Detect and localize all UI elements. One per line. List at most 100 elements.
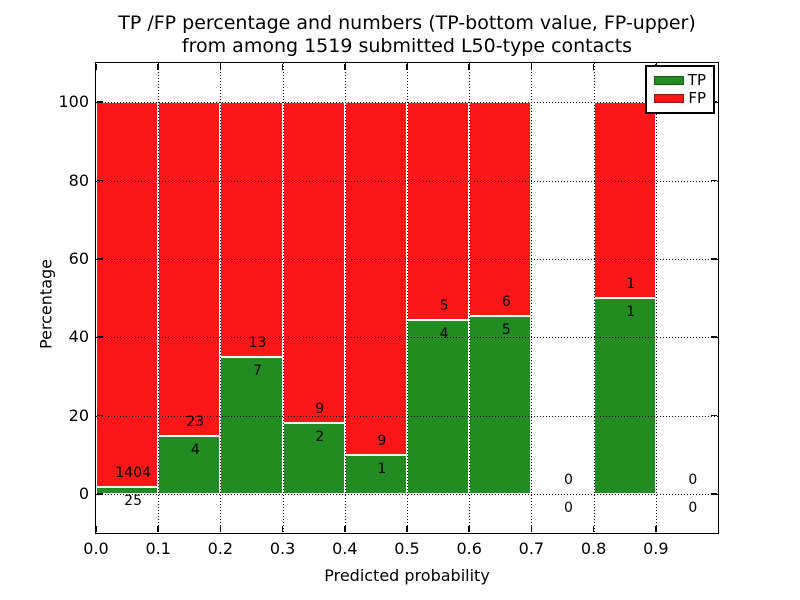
bar-fp-0.6-0.7	[469, 102, 532, 316]
y-tick-left-0	[97, 493, 103, 495]
x-tick-top-0.8	[592, 64, 595, 70]
x-tick-bottom-0.0	[95, 526, 97, 532]
bar-fp-0.1-0.2	[158, 102, 221, 436]
gridline-y-60	[96, 258, 718, 260]
y-tick-right-80	[711, 179, 717, 182]
chart-title-line2: from among 1519 submitted L50-type conta…	[181, 35, 633, 57]
y-tick-left-20	[97, 414, 103, 417]
gridline-x-0.8	[593, 63, 595, 533]
x-tick-top-0.5	[406, 64, 408, 70]
gridline-y-0	[96, 493, 718, 495]
bar-tp-0.8-0.9	[593, 298, 656, 494]
chart-title-line1: TP /FP percentage and numbers (TP-bottom…	[118, 12, 696, 34]
y-tick-right-60	[711, 258, 717, 260]
x-tick-top-0.7	[530, 64, 533, 70]
legend-item-tp: TP	[654, 70, 706, 89]
x-tick-bottom-0.8	[592, 526, 595, 532]
bar-tp-0.6-0.7	[469, 315, 532, 494]
x-tick-label-0.6: 0.6	[456, 539, 482, 558]
gridline-y-80	[96, 180, 718, 182]
bar-label-tp-0.4-0.5: 1	[377, 460, 387, 477]
y-tick-left-40	[97, 336, 103, 338]
x-tick-label-0.0: 0.0	[83, 539, 109, 558]
bar-label-fp-0.5-0.6: 5	[439, 297, 449, 314]
bar-label-fp-0.7-0.8: 0	[564, 471, 573, 488]
x-tick-top-0.1	[157, 64, 159, 70]
y-tick-label-20: 20	[68, 405, 89, 425]
legend-label-fp: FP	[688, 89, 706, 108]
y-tick-right-20	[711, 414, 717, 417]
y-tick-left-80	[97, 179, 103, 182]
bar-label-tp-0.7-0.8: 0	[564, 499, 573, 516]
bar-tp-0.2-0.3	[220, 356, 283, 494]
y-tick-label-80: 80	[68, 170, 89, 190]
x-tick-top-0.2	[219, 64, 222, 70]
legend-label-tp: TP	[687, 70, 706, 89]
bar-tp-0.3-0.4	[282, 422, 345, 494]
bar-label-tp-0.8-0.9: 1	[626, 304, 636, 320]
bar-label-fp-0.3-0.4: 9	[315, 400, 325, 417]
y-tick-right-40	[711, 336, 717, 338]
bar-label-tp-0.5-0.6: 4	[439, 325, 449, 342]
x-tick-top-0.3	[281, 64, 284, 70]
x-tick-label-0.7: 0.7	[518, 539, 545, 558]
gridline-x-0.6	[469, 63, 471, 533]
y-tick-right-0	[711, 493, 717, 495]
legend-item-fp: FP	[654, 91, 706, 106]
bar-label-fp-0.2-0.3: 13	[248, 334, 267, 351]
x-tick-label-0.5: 0.5	[394, 539, 420, 558]
x-tick-bottom-0.3	[281, 526, 284, 532]
bar-label-fp-0.1-0.2: 23	[186, 413, 205, 430]
x-tick-label-0.4: 0.4	[332, 539, 358, 558]
bar-fp-0.8-0.9	[593, 102, 656, 298]
x-tick-bottom-0.5	[406, 526, 408, 532]
bar-fp-0.4-0.5	[344, 102, 407, 455]
x-tick-label-0.8: 0.8	[580, 539, 607, 558]
x-tick-top-0.4	[344, 64, 346, 70]
x-tick-bottom-0.9	[655, 526, 657, 532]
bar-label-tp-0.2-0.3: 7	[253, 362, 262, 379]
y-tick-left-60	[97, 258, 103, 260]
x-tick-label-0.3: 0.3	[269, 539, 296, 558]
legend-swatch-fp	[654, 94, 684, 104]
x-tick-bottom-0.6	[468, 526, 470, 532]
bar-label-tp-0.3-0.4: 2	[315, 428, 325, 445]
bar-label-fp-0.6-0.7: 6	[501, 293, 511, 310]
bar-tp-0.1-0.2	[158, 435, 221, 494]
legend: TP FP	[645, 65, 715, 114]
x-tick-top-0.6	[468, 64, 470, 70]
gridline-x-0.4	[344, 63, 346, 533]
y-tick-left-100	[97, 101, 103, 103]
gridline-y-40	[96, 337, 718, 339]
x-tick-bottom-0.4	[344, 526, 346, 532]
legend-swatch-tp	[654, 75, 684, 85]
bar-label-tp-0.1-0.2: 4	[190, 441, 200, 458]
x-tick-bottom-0.1	[157, 526, 159, 532]
gridline-x-0.9	[655, 63, 657, 533]
gridline-x-0.7	[531, 63, 533, 533]
y-tick-label-100: 100	[58, 92, 89, 112]
gridline-y-20	[96, 415, 718, 417]
bar-fp-0.2-0.3	[220, 102, 283, 357]
x-tick-label-0.2: 0.2	[207, 539, 234, 558]
bar-label-tp-0.9-1.0: 0	[688, 499, 698, 516]
x-tick-top-0.0	[95, 64, 97, 70]
x-tick-bottom-0.2	[219, 526, 222, 532]
gridline-x-0.3	[282, 63, 284, 533]
bar-label-fp-0.9-1.0: 0	[688, 471, 698, 488]
gridline-x-0.5	[407, 63, 408, 533]
x-tick-label-0.9: 0.9	[643, 539, 669, 558]
bar-label-fp-0.4-0.5: 9	[377, 432, 387, 449]
bar-label-fp-0.0-0.1: 1404	[115, 464, 151, 481]
y-tick-label-40: 40	[68, 327, 89, 347]
x-tick-bottom-0.7	[530, 526, 533, 532]
bar-label-tp-0.6-0.7: 5	[501, 321, 511, 338]
bar-label-tp-0.0-0.1: 25	[124, 492, 142, 509]
gridline-x-0.1	[158, 63, 160, 533]
x-tick-label-0.1: 0.1	[145, 539, 171, 558]
chart-title: TP /FP percentage and numbers (TP-bottom…	[96, 12, 718, 58]
y-tick-label-60: 60	[68, 248, 89, 268]
bar-fp-0.5-0.6	[407, 102, 470, 320]
gridline-x-0.2	[220, 63, 222, 533]
